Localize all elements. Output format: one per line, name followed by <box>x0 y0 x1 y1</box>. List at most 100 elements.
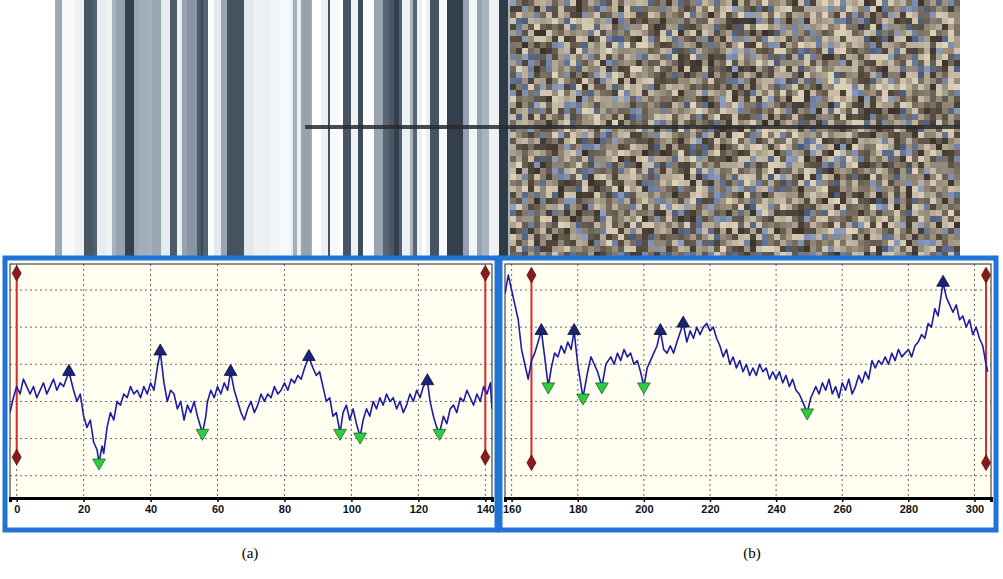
photo-cell <box>954 78 960 84</box>
photo-cell <box>522 96 528 102</box>
photo-cell <box>870 84 876 90</box>
photo-cell <box>672 36 678 42</box>
photo-cell <box>582 6 588 12</box>
photo-cell <box>648 90 654 96</box>
photo-cell <box>894 138 900 144</box>
photo-cell <box>684 96 690 102</box>
photo-cell <box>936 48 942 54</box>
photo-cell <box>822 42 828 48</box>
photo-cell <box>672 96 678 102</box>
photo-cell <box>954 138 960 144</box>
photo-cell <box>546 54 552 60</box>
photo-cell <box>582 24 588 30</box>
photo-cell <box>606 54 612 60</box>
photo-cell <box>798 24 804 30</box>
photo-cell <box>858 132 864 138</box>
photo-cell <box>906 66 912 72</box>
photo-cell <box>576 78 582 84</box>
photo-cell <box>570 12 576 18</box>
photo-cell <box>522 0 528 6</box>
photo-cell <box>864 138 870 144</box>
photo-cell <box>912 54 918 60</box>
photo-cell <box>540 6 546 12</box>
photo-cell <box>858 114 864 120</box>
photo-cell <box>540 12 546 18</box>
photo-cell <box>744 12 750 18</box>
photo-cell <box>702 54 708 60</box>
photo-cell <box>552 24 558 30</box>
photo-cell <box>696 42 702 48</box>
photo-cell <box>846 36 852 42</box>
photo-stripe <box>116 0 125 258</box>
photo-cell <box>834 24 840 30</box>
photo-cell <box>876 18 882 24</box>
photo-cell <box>774 114 780 120</box>
photo-cell <box>630 12 636 18</box>
photo-cell <box>804 78 810 84</box>
photo-cell <box>954 36 960 42</box>
photo-cell <box>624 114 630 120</box>
photo-cell <box>540 48 546 54</box>
photo-cell <box>576 12 582 18</box>
photo-cell <box>954 60 960 66</box>
photo-cell <box>654 114 660 120</box>
photo-cell <box>798 36 804 42</box>
photo-cell <box>840 114 846 120</box>
photo-cell <box>558 90 564 96</box>
photo-cell <box>624 36 630 42</box>
photo-cell <box>606 48 612 54</box>
photo-cell <box>846 132 852 138</box>
photo-cell <box>714 42 720 48</box>
photo-cell <box>900 24 906 30</box>
photo-cell <box>786 18 792 24</box>
photo-cell <box>768 132 774 138</box>
photo-cell <box>918 114 924 120</box>
photo-cell <box>684 150 690 156</box>
photo-cell <box>786 96 792 102</box>
photo-cell <box>552 42 558 48</box>
photo-stripe <box>254 0 261 258</box>
photo-cell <box>690 12 696 18</box>
photo-cell <box>930 114 936 120</box>
photo-cell <box>780 0 786 6</box>
photo-cell <box>720 150 726 156</box>
photo-cell <box>810 78 816 84</box>
photo-cell <box>828 108 834 114</box>
photo-cell <box>714 84 720 90</box>
photo-stripe <box>106 0 112 258</box>
photo-cell <box>924 12 930 18</box>
photo-cell <box>750 150 756 156</box>
photo-cell <box>936 66 942 72</box>
photo-cell <box>618 6 624 12</box>
photo-cell <box>882 78 888 84</box>
photo-cell <box>684 30 690 36</box>
photo-cell <box>684 18 690 24</box>
photo-cell <box>666 132 672 138</box>
photo-cell <box>870 72 876 78</box>
photo-cell <box>534 90 540 96</box>
photo-cell <box>630 132 636 138</box>
photo-cell <box>768 66 774 72</box>
photo-cell <box>528 54 534 60</box>
photo-cell <box>588 96 594 102</box>
photo-cell <box>954 144 960 150</box>
photo-cell <box>870 36 876 42</box>
photo-cell <box>642 78 648 84</box>
photo-cell <box>678 108 684 114</box>
photo-cell <box>516 72 522 78</box>
photo-cell <box>840 132 846 138</box>
photo-cell <box>798 6 804 12</box>
photo-cell <box>924 42 930 48</box>
photo-cell <box>942 138 948 144</box>
photo-cell <box>654 48 660 54</box>
photo-cell <box>732 102 738 108</box>
photo-stripe <box>270 0 279 258</box>
photo-cell <box>828 90 834 96</box>
photo-cell <box>660 36 666 42</box>
photo-cell <box>576 18 582 24</box>
photo-cell <box>528 60 534 66</box>
photo-cell <box>672 42 678 48</box>
photo-cell <box>738 96 744 102</box>
photo-cell <box>582 42 588 48</box>
photo-cell <box>594 114 600 120</box>
